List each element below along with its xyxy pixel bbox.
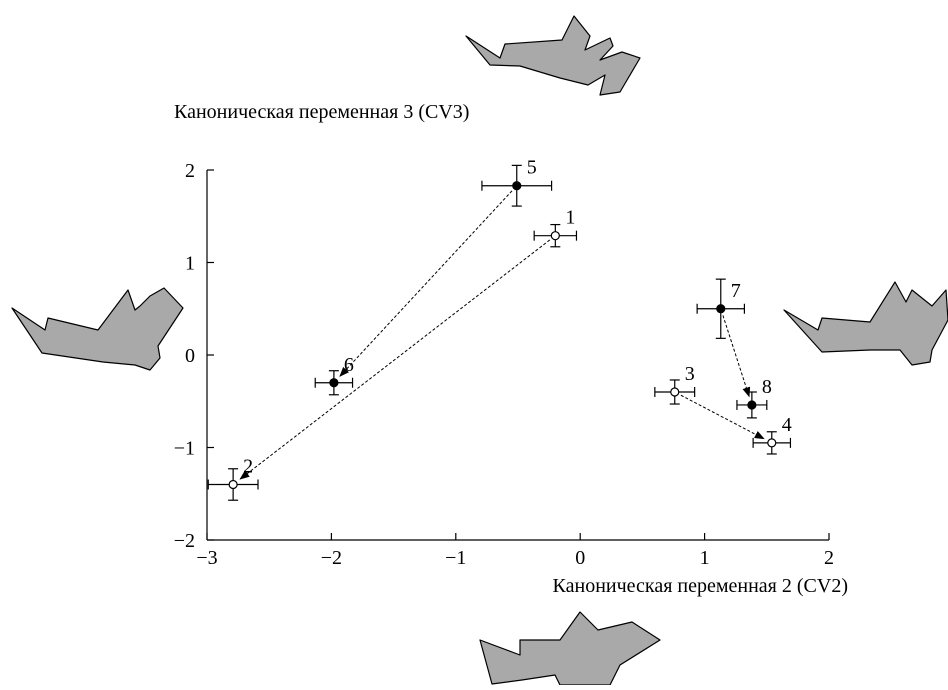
point bbox=[551, 232, 559, 240]
y-tick-label: −1 bbox=[174, 438, 195, 460]
point-label: 7 bbox=[731, 280, 741, 302]
chart: Каноническая переменная 3 (CV3) Канониче… bbox=[0, 0, 948, 685]
arrow bbox=[723, 315, 749, 396]
y-tick-label: −2 bbox=[174, 530, 195, 552]
point-label: 3 bbox=[685, 363, 695, 385]
x-tick-label: 2 bbox=[824, 547, 834, 569]
silhouette-left bbox=[12, 288, 183, 370]
point-label: 5 bbox=[527, 157, 537, 179]
y-tick-label: 0 bbox=[185, 345, 195, 367]
x-tick-label: 1 bbox=[700, 547, 710, 569]
silhouette-top bbox=[466, 16, 640, 95]
point bbox=[330, 379, 338, 387]
point-label: 8 bbox=[762, 376, 772, 398]
x-tick-label: −1 bbox=[445, 547, 466, 569]
point bbox=[768, 439, 776, 447]
point-label: 4 bbox=[782, 414, 792, 436]
point bbox=[229, 481, 237, 489]
point bbox=[671, 388, 679, 396]
point-label: 6 bbox=[344, 354, 354, 376]
silhouette-bottom bbox=[480, 612, 660, 685]
arrow bbox=[240, 240, 550, 479]
y-tick-label: 2 bbox=[185, 160, 195, 182]
x-tick-label: −3 bbox=[196, 547, 217, 569]
point bbox=[513, 182, 521, 190]
y-tick-label: 1 bbox=[185, 253, 195, 275]
arrow bbox=[340, 191, 512, 376]
x-tick-label: −2 bbox=[321, 547, 342, 569]
y-axis-label: Каноническая переменная 3 (CV3) bbox=[174, 101, 469, 123]
point-label: 1 bbox=[565, 207, 575, 229]
point bbox=[748, 401, 756, 409]
x-axis-label: Каноническая переменная 2 (CV2) bbox=[553, 575, 848, 597]
x-tick-label: 0 bbox=[575, 547, 585, 569]
point bbox=[717, 305, 725, 313]
silhouette-right bbox=[784, 282, 948, 365]
point-label: 2 bbox=[243, 456, 253, 478]
